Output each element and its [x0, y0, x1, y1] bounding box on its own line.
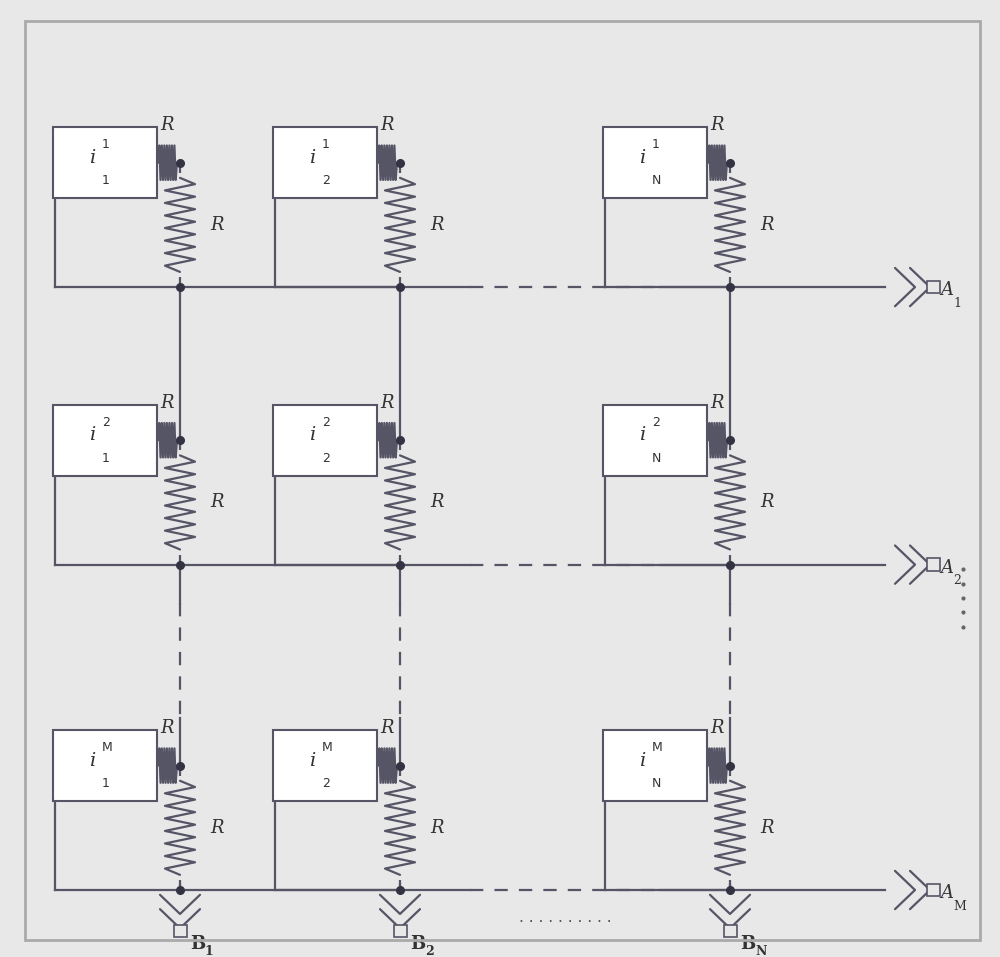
Text: B: B: [410, 935, 425, 953]
Text: R: R: [760, 216, 774, 234]
Text: R: R: [161, 393, 174, 412]
FancyBboxPatch shape: [603, 730, 707, 801]
Text: i: i: [639, 149, 645, 167]
Text: 2: 2: [652, 415, 660, 429]
Text: 1: 1: [102, 174, 110, 188]
Text: 2: 2: [425, 945, 434, 957]
Text: R: R: [711, 719, 724, 737]
Text: 2: 2: [102, 415, 110, 429]
Bar: [927, 884, 940, 896]
Text: 2: 2: [322, 777, 330, 790]
Text: N: N: [755, 945, 766, 957]
Text: R: R: [760, 494, 774, 511]
Text: R: R: [210, 494, 224, 511]
Text: i: i: [89, 752, 95, 769]
Text: 1: 1: [652, 138, 660, 151]
Text: A: A: [940, 281, 953, 299]
Bar: [724, 924, 736, 938]
Text: . . . . . . . . . .: . . . . . . . . . .: [519, 910, 611, 925]
Text: i: i: [309, 427, 315, 444]
Text: A: A: [940, 884, 953, 901]
Text: 2: 2: [322, 415, 330, 429]
Text: 2: 2: [953, 574, 961, 588]
Text: R: R: [430, 216, 444, 234]
FancyBboxPatch shape: [603, 405, 707, 476]
Text: R: R: [161, 116, 174, 134]
Text: 1: 1: [322, 138, 330, 151]
Text: R: R: [161, 719, 174, 737]
Bar: [927, 281, 940, 293]
Text: N: N: [652, 452, 661, 465]
Text: M: M: [322, 741, 333, 754]
Text: 1: 1: [102, 452, 110, 465]
Text: 1: 1: [102, 777, 110, 790]
Text: A: A: [940, 559, 953, 576]
Text: N: N: [652, 174, 661, 188]
Text: R: R: [711, 116, 724, 134]
Text: i: i: [309, 149, 315, 167]
Text: R: R: [381, 116, 394, 134]
FancyBboxPatch shape: [53, 127, 157, 198]
Text: i: i: [639, 752, 645, 769]
FancyBboxPatch shape: [273, 405, 377, 476]
Text: R: R: [210, 819, 224, 836]
Text: R: R: [381, 719, 394, 737]
Text: i: i: [89, 149, 95, 167]
Text: B: B: [190, 935, 205, 953]
Text: M: M: [652, 741, 663, 754]
Text: 1: 1: [102, 138, 110, 151]
Text: R: R: [711, 393, 724, 412]
Text: i: i: [309, 752, 315, 769]
Text: R: R: [381, 393, 394, 412]
FancyBboxPatch shape: [273, 730, 377, 801]
Text: R: R: [760, 819, 774, 836]
Text: M: M: [102, 741, 113, 754]
Text: 1: 1: [205, 945, 214, 957]
Text: R: R: [430, 494, 444, 511]
Bar: [174, 924, 186, 938]
Text: 2: 2: [322, 174, 330, 188]
Text: i: i: [89, 427, 95, 444]
Text: i: i: [639, 427, 645, 444]
Text: R: R: [210, 216, 224, 234]
Text: R: R: [430, 819, 444, 836]
FancyBboxPatch shape: [273, 127, 377, 198]
Bar: [394, 924, 406, 938]
FancyBboxPatch shape: [53, 405, 157, 476]
Text: N: N: [652, 777, 661, 790]
FancyBboxPatch shape: [603, 127, 707, 198]
Text: M: M: [953, 900, 966, 913]
Text: 1: 1: [953, 297, 961, 310]
FancyBboxPatch shape: [53, 730, 157, 801]
Bar: [927, 558, 940, 570]
Text: B: B: [740, 935, 755, 953]
Text: 2: 2: [322, 452, 330, 465]
